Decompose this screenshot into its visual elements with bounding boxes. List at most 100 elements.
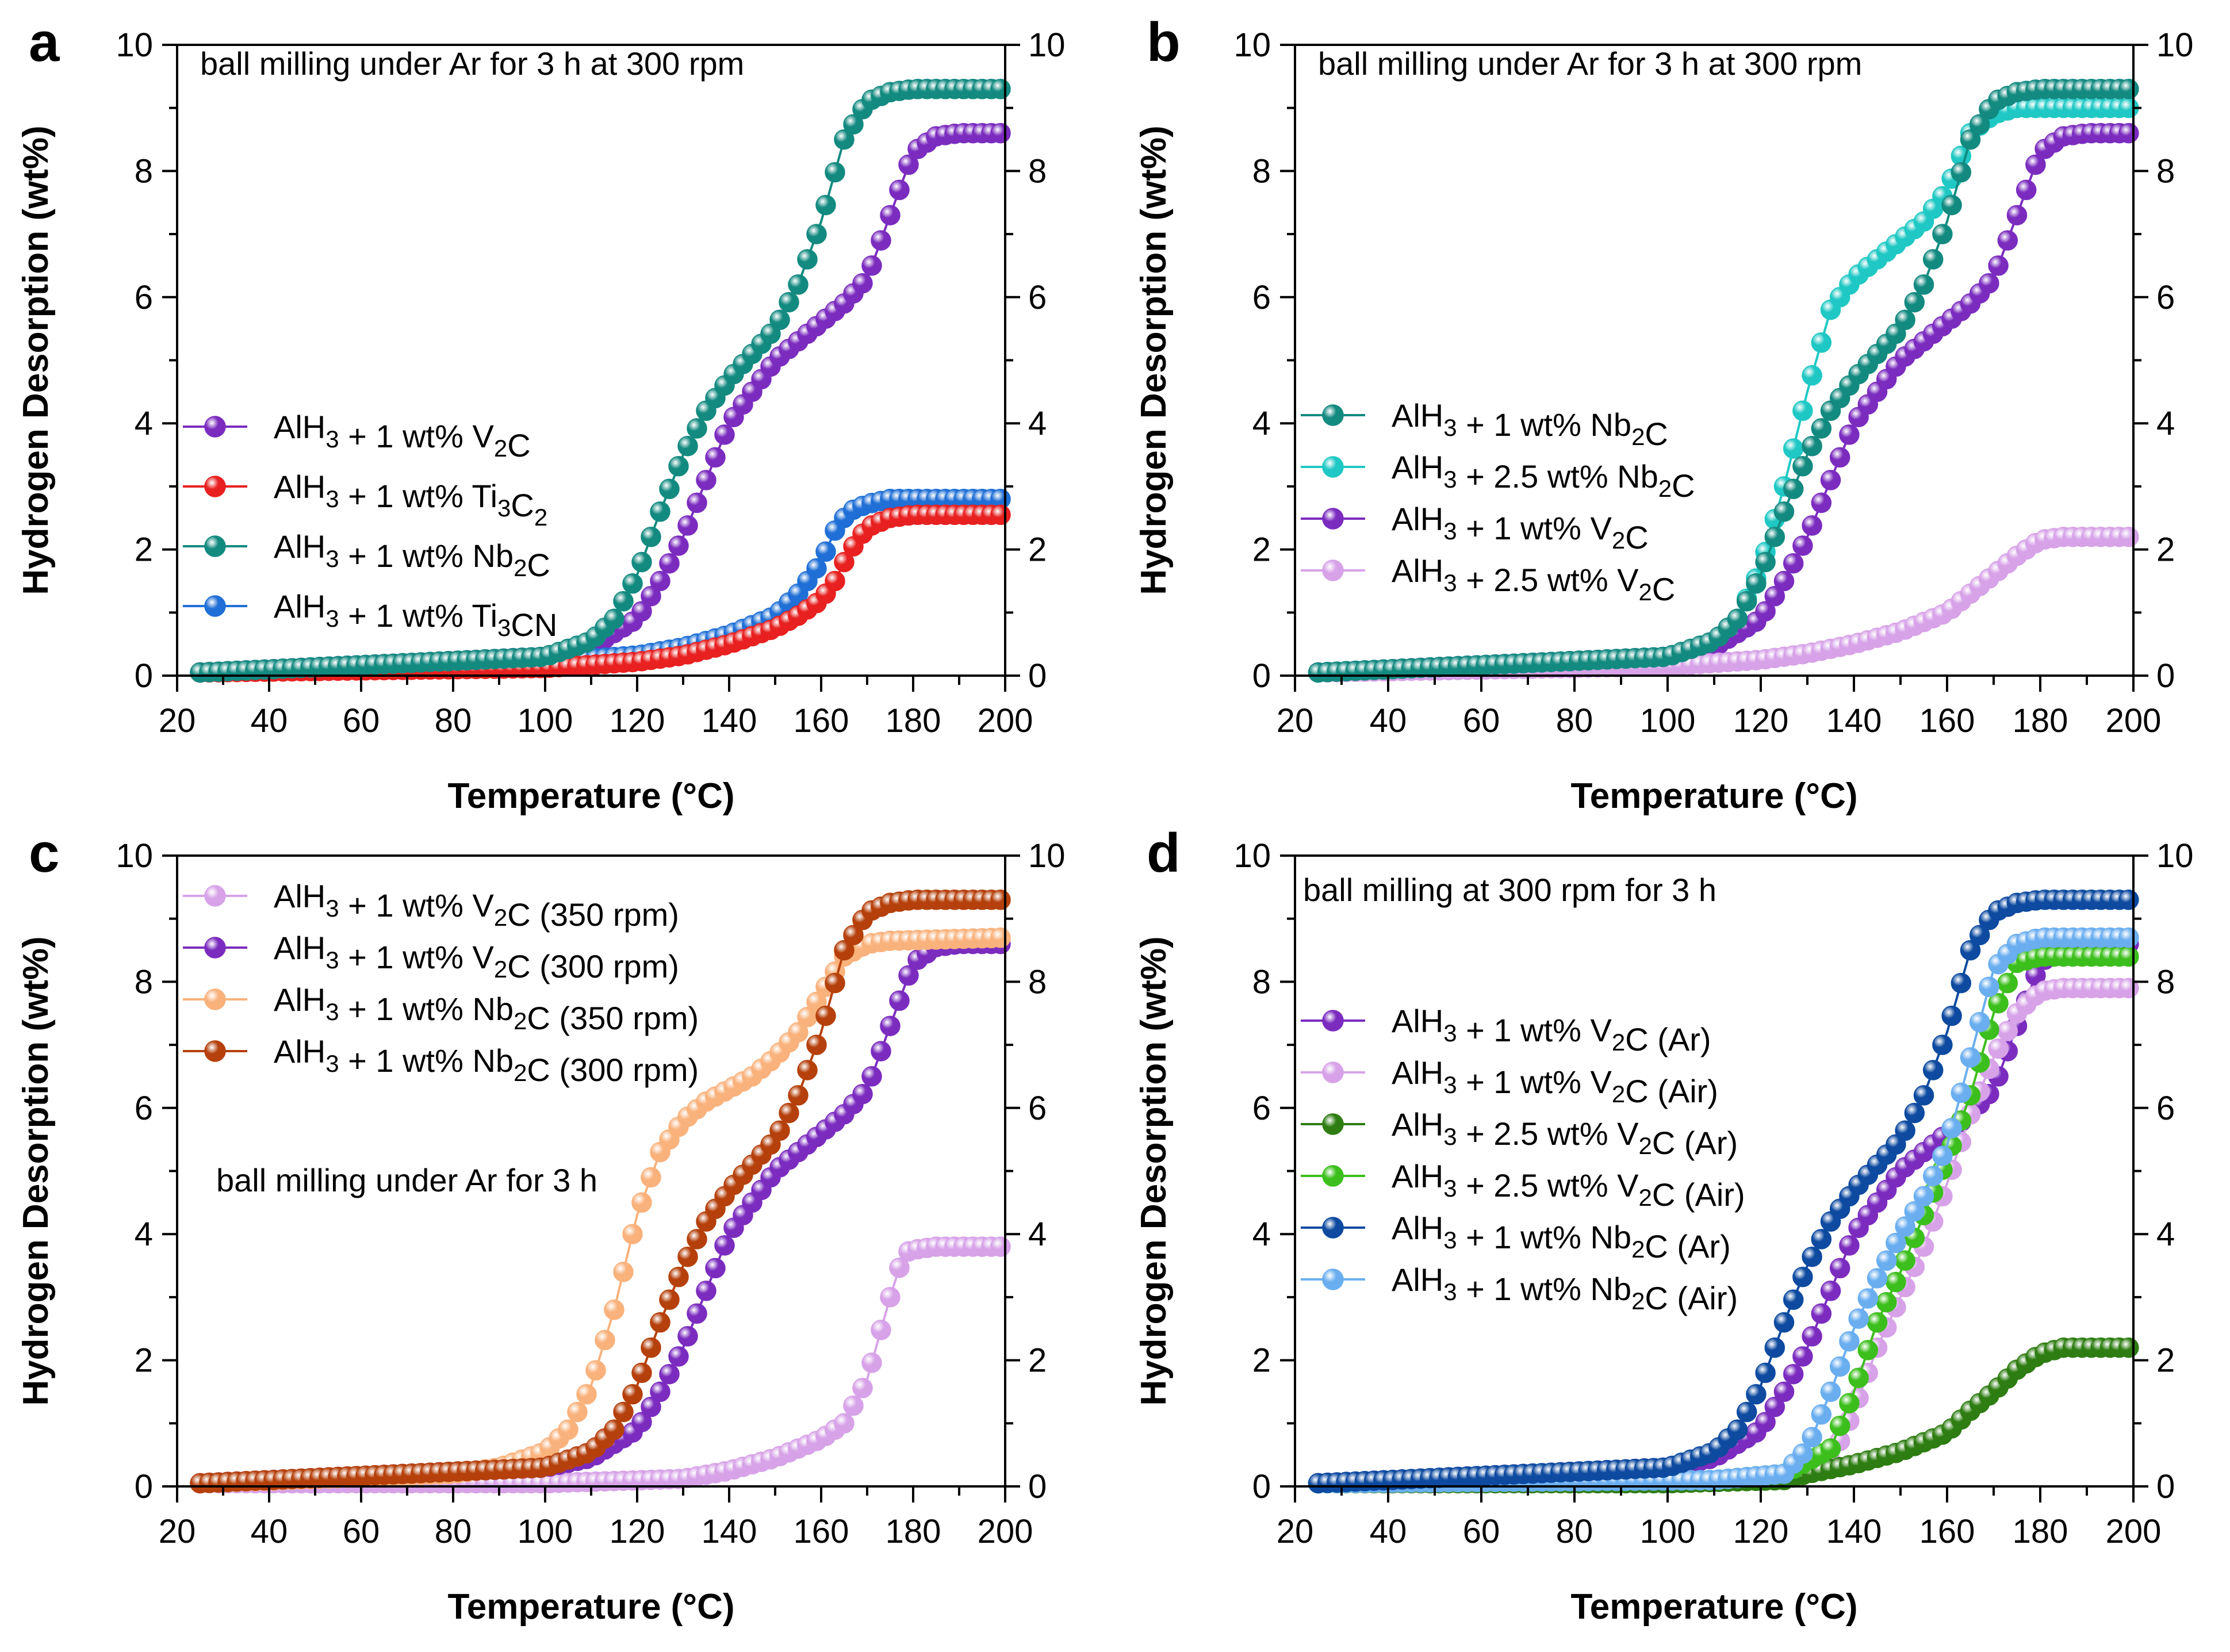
data-point — [1755, 551, 1776, 573]
data-point — [585, 1360, 606, 1381]
legend-label: AlH3 + 2.5 wt% Nb2C — [1392, 449, 1695, 504]
data-point — [705, 447, 726, 468]
y2-tick-label: 6 — [1028, 279, 1047, 316]
y-tick-label: 10 — [116, 26, 153, 64]
data-point — [1820, 470, 1841, 490]
y2-tick-label: 0 — [2156, 657, 2175, 695]
y-tick-label: 8 — [1252, 152, 1271, 190]
x-axis-label: Temperature (°C) — [1570, 776, 1857, 816]
y2-tick-label: 4 — [2156, 405, 2175, 442]
y-tick-label: 4 — [135, 405, 153, 442]
y2-tick-label: 6 — [1028, 1090, 1047, 1127]
data-point — [1811, 332, 1832, 353]
y-tick-label: 4 — [1252, 405, 1271, 442]
y2-tick-label: 2 — [1028, 531, 1047, 569]
data-point — [1895, 1120, 1915, 1141]
data-point — [834, 940, 855, 961]
data-point — [677, 1246, 698, 1267]
legend-marker — [204, 595, 226, 617]
y-tick-label: 2 — [1252, 1342, 1271, 1379]
data-point — [604, 1300, 624, 1320]
data-point — [2118, 79, 2139, 99]
legend-item: AlH3 + 1 wt% Nb2C (Air) — [1301, 1262, 1738, 1316]
y2-tick-label: 10 — [2156, 837, 2194, 875]
data-point — [668, 1346, 689, 1367]
data-point — [1904, 1102, 1925, 1124]
data-point — [1839, 424, 1860, 445]
y-tick-label: 10 — [1233, 26, 1271, 64]
data-point — [889, 990, 910, 1011]
data-point — [1895, 309, 1915, 331]
data-point — [1988, 1038, 2009, 1059]
data-point — [1886, 1232, 1906, 1254]
data-point — [677, 435, 698, 457]
data-point — [1922, 1166, 1944, 1187]
data-point — [1746, 573, 1767, 594]
data-point — [990, 927, 1011, 948]
data-point — [1811, 492, 1832, 513]
data-point — [769, 1120, 790, 1141]
legend-marker — [204, 1040, 226, 1062]
legend-label: AlH3 + 1 wt% V2C — [274, 409, 531, 463]
data-point — [1941, 1118, 1962, 1139]
data-point — [650, 501, 670, 522]
data-point — [641, 1337, 661, 1358]
data-point — [880, 1287, 901, 1308]
legend-item: AlH3 + 2.5 wt% V2C — [1301, 553, 1675, 607]
data-point — [1820, 1281, 1841, 1301]
data-point — [613, 591, 634, 612]
data-point — [898, 154, 919, 175]
plot-frame — [176, 44, 1006, 677]
data-point — [1988, 255, 2009, 276]
data-point — [1820, 1381, 1841, 1402]
series-2 — [1308, 97, 2139, 683]
legend-marker — [1322, 456, 1344, 478]
data-point — [1783, 478, 1804, 500]
data-point — [1773, 501, 1795, 522]
data-point — [1876, 1250, 1897, 1271]
data-point — [1792, 1346, 1813, 1367]
x-tick-label: 120 — [610, 1513, 665, 1550]
legend-label: AlH3 + 2.5 wt% V2C (Air) — [1392, 1158, 1745, 1213]
data-point — [1913, 1085, 1934, 1106]
y-tick-label: 4 — [1252, 1216, 1271, 1253]
y-tick-label: 8 — [1252, 963, 1271, 1001]
legend-item: AlH3 + 1 wt% Ti3C2 — [183, 469, 547, 531]
data-point — [815, 541, 836, 562]
data-point — [1867, 1312, 1888, 1333]
data-point — [1951, 162, 1972, 183]
legend-marker — [1322, 1061, 1344, 1083]
data-point — [990, 890, 1011, 910]
x-tick-label: 120 — [1733, 702, 1789, 739]
data-point — [1997, 230, 2018, 251]
legend-item: AlH3 + 1 wt% V2C (300 rpm) — [183, 930, 679, 984]
data-point — [641, 586, 661, 607]
legend: AlH3 + 1 wt% V2C (350 rpm)AlH3 + 1 wt% V… — [183, 878, 699, 1088]
series-4 — [190, 890, 1011, 1494]
x-tick-label: 160 — [1919, 702, 1975, 739]
data-point — [659, 478, 680, 500]
y-axis-label: Hydrogen Desorption (wt%) — [1134, 936, 1174, 1405]
legend-item: AlH3 + 1 wt% V2C — [183, 409, 531, 463]
data-point — [843, 1395, 864, 1416]
data-point — [1792, 535, 1813, 556]
data-point — [1764, 1397, 1785, 1417]
y-axis-label: Hydrogen Desorption (wt%) — [1134, 125, 1174, 595]
data-point — [1802, 1246, 1822, 1267]
data-point — [1960, 1047, 1981, 1068]
x-tick-label: 40 — [1370, 1513, 1407, 1550]
data-point — [687, 492, 707, 513]
x-tick-label: 60 — [343, 1513, 380, 1550]
data-point — [595, 1329, 615, 1351]
data-point — [1941, 194, 1962, 216]
y2-tick-label: 6 — [2156, 279, 2175, 316]
legend-marker — [1322, 1217, 1344, 1239]
annotation: ball milling at 300 rpm for 3 h — [1303, 872, 1716, 908]
data-point — [1811, 1404, 1832, 1425]
x-tick-label: 200 — [2106, 1513, 2162, 1550]
data-point — [1913, 1186, 1934, 1207]
data-point — [788, 1022, 809, 1042]
x-tick-label: 60 — [343, 702, 380, 739]
y2-tick-label: 0 — [1028, 657, 1047, 695]
